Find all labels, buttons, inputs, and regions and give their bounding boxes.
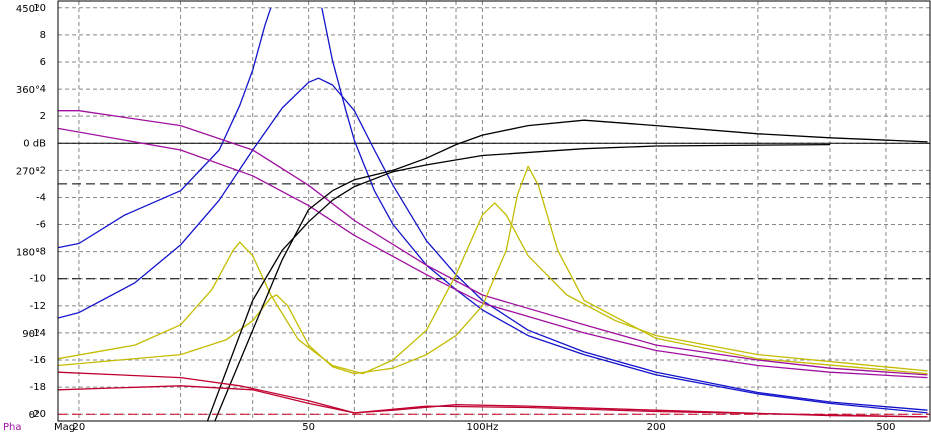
x-tick-label: 20 — [73, 422, 86, 433]
x-tick-label: 50 — [302, 422, 315, 433]
curve — [58, 77, 928, 411]
curve — [58, 110, 928, 376]
y-tick-label: -4 — [36, 192, 46, 203]
y2-tick-label: 360° — [16, 85, 40, 96]
y-axis-label: Mag — [54, 422, 75, 433]
y-tick-label: -18 — [30, 382, 46, 393]
y-tick-label: -10 — [30, 274, 46, 285]
y-tick-label: -16 — [30, 355, 46, 366]
y2-tick-label: 270° — [16, 166, 40, 177]
curves — [58, 7, 928, 421]
curve — [214, 119, 928, 421]
curve — [206, 143, 831, 421]
x-tick-label: 500 — [876, 422, 895, 433]
x-tick-label: 100Hz — [467, 422, 499, 433]
grid — [58, 1, 930, 421]
y-tick-label: 2 — [40, 111, 46, 122]
y-tick-label: -12 — [30, 301, 46, 312]
y-tick-label: -20 — [30, 409, 46, 420]
y2-tick-label: 180° — [16, 248, 40, 259]
y-tick-label: 6 — [40, 57, 46, 68]
y2-tick-label: 90° — [22, 329, 40, 340]
x-tick-label: 200 — [647, 422, 666, 433]
y-tick-label: -2 — [36, 165, 46, 176]
y-tick-label: 4 — [40, 84, 46, 95]
labels: Pha Mag -20 -18 -16 -14 -12 -10 -8 -6 -4 -2 0 dB 2 4… — [3, 3, 896, 433]
y-tick-label: 0 dB — [23, 138, 46, 149]
curve — [58, 165, 928, 375]
y2-tick-label: 450° — [16, 4, 40, 15]
y-tick-label: -8 — [36, 247, 46, 258]
curve — [58, 385, 928, 418]
curve — [58, 202, 928, 375]
curve — [58, 371, 928, 418]
y-tick-label: -14 — [30, 328, 46, 339]
curve — [58, 127, 928, 379]
plot-frame — [57, 0, 931, 422]
y-tick-label: 8 — [40, 30, 46, 41]
y2-tick-label: 0° — [29, 410, 40, 421]
y-tick-label: 10 — [33, 3, 46, 14]
y2-axis-label: Pha — [3, 422, 22, 433]
y-tick-label: -6 — [36, 220, 46, 231]
